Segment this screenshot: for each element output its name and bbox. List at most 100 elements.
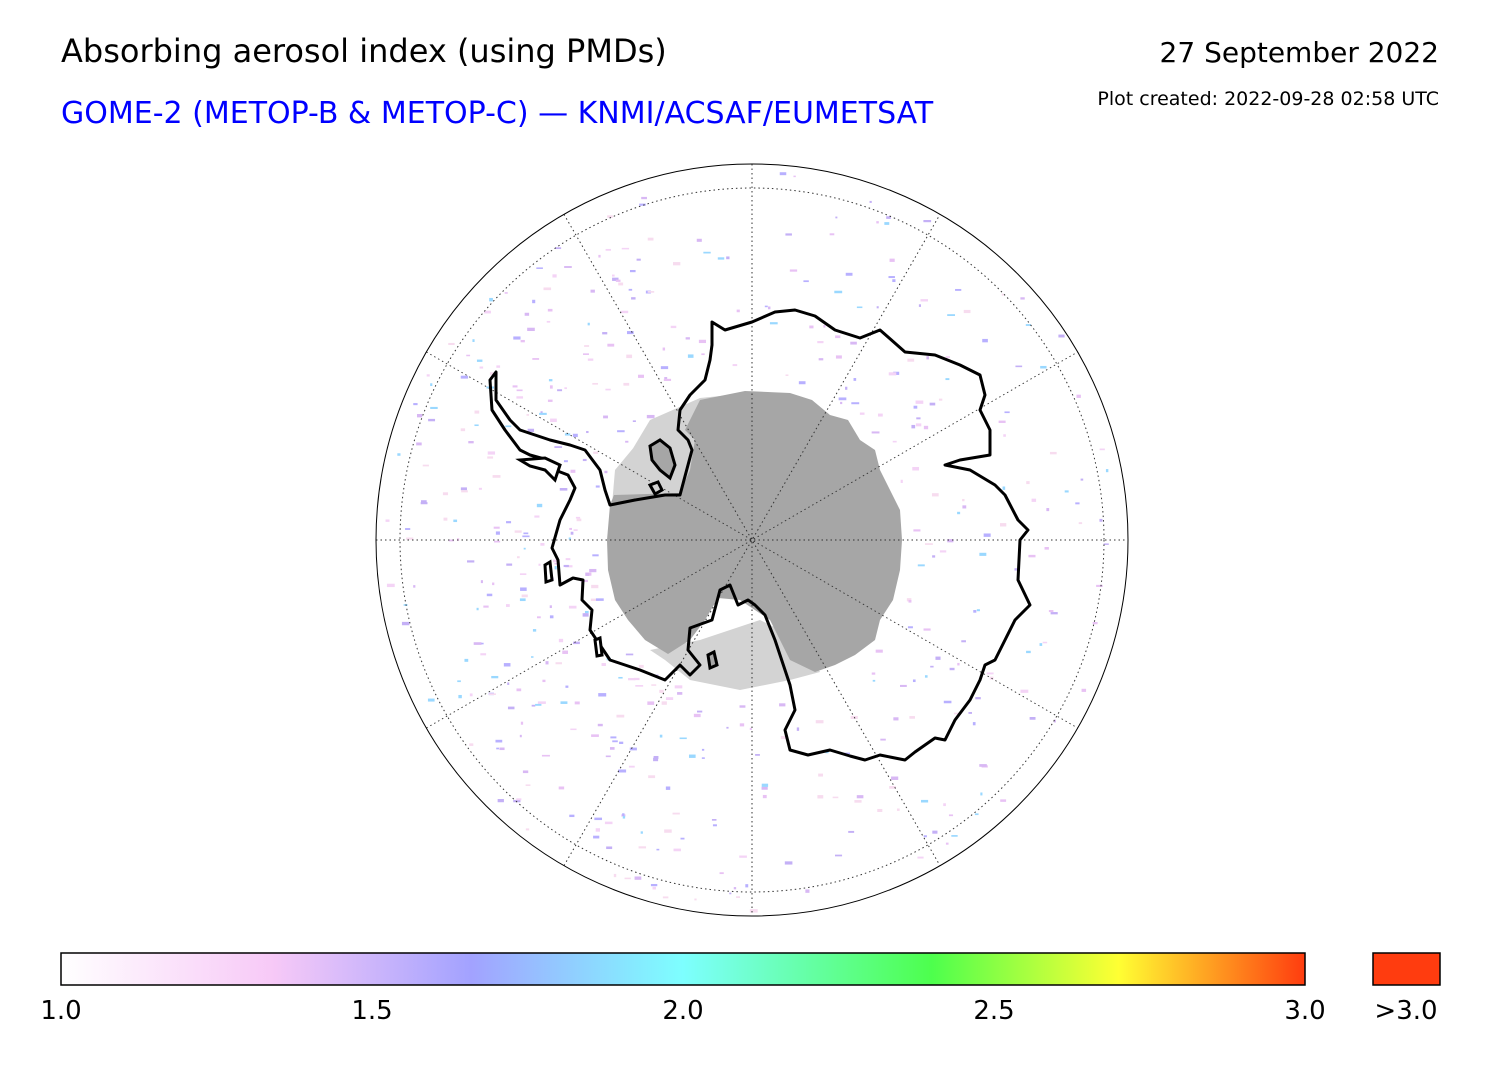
aerosol-pixel — [980, 792, 983, 796]
aerosol-pixel — [943, 700, 952, 704]
aerosol-pixel — [851, 402, 860, 405]
aerosol-pixel — [519, 734, 522, 738]
aerosol-pixel — [761, 786, 768, 790]
aerosol-pixel — [647, 701, 655, 705]
coastline-island-4 — [543, 559, 554, 585]
aerosol-pixel — [650, 883, 658, 887]
aerosol-pixel — [1026, 650, 1031, 654]
aerosol-pixel — [507, 682, 510, 685]
aerosol-pixel — [687, 354, 694, 358]
aerosol-pixel — [516, 389, 523, 392]
aerosol-pixel — [406, 537, 414, 540]
aerosol-pixel — [625, 653, 634, 656]
aerosol-pixel — [1044, 547, 1049, 550]
aerosol-pixel — [605, 388, 611, 391]
aerosol-pixel — [947, 314, 956, 316]
aerosol-pixel — [603, 415, 608, 419]
aerosol-pixel — [924, 543, 933, 545]
aerosol-pixel — [907, 358, 915, 362]
aerosol-pixel — [609, 747, 615, 750]
coastline-island-6 — [593, 635, 604, 658]
aerosol-pixel — [612, 740, 618, 743]
aerosol-pixel — [514, 530, 522, 533]
aerosol-pixel — [594, 817, 603, 821]
aerosol-pixel — [701, 757, 705, 759]
aerosol-pixel — [618, 676, 623, 679]
aerosol-pixel — [953, 712, 961, 715]
aerosol-pixel — [957, 662, 960, 666]
latitude-lines — [399, 187, 1105, 893]
aerosol-pixel — [701, 748, 705, 751]
aerosol-pixel — [547, 399, 553, 402]
aerosol-pixel — [575, 516, 581, 519]
aerosol-pixel — [413, 585, 416, 588]
no-data-region-dark — [607, 391, 902, 672]
aerosol-pixel — [552, 274, 557, 278]
aerosol-pixel — [674, 685, 683, 689]
aerosol-pixel — [983, 533, 991, 537]
aerosol-pixel — [516, 688, 522, 692]
aerosol-pixel — [911, 424, 916, 429]
aerosol-pixel — [1028, 554, 1036, 558]
aerosol-pixel — [912, 466, 920, 471]
aerosol-pixel — [646, 414, 655, 419]
aerosol-pixel — [979, 764, 987, 767]
aerosol-pixel — [506, 563, 513, 566]
aerosol-pixel — [476, 607, 479, 611]
aerosol-pixel — [1103, 543, 1109, 545]
antarctica-coastline — [488, 308, 1032, 762]
aerosol-pixel — [442, 492, 449, 496]
aerosol-pixel — [526, 414, 530, 416]
aerosol-pixel — [507, 706, 515, 710]
aerosol-pixel — [430, 406, 438, 409]
aerosol-pixel — [523, 547, 526, 550]
aerosol-pixel — [943, 803, 946, 807]
coastline-island-1 — [648, 438, 677, 481]
aerosol-pixel — [915, 400, 924, 404]
aerosol-pixel — [677, 692, 683, 695]
aerosol-pixel — [736, 309, 740, 313]
aerosol-pixel — [622, 815, 626, 819]
aerosol-pixel — [923, 628, 931, 631]
aerosol-pixel — [918, 304, 922, 307]
aerosol-pixel — [1078, 522, 1083, 525]
aerosol-pixel — [558, 638, 564, 643]
aerosol-pixel — [647, 291, 655, 293]
aerosol-pixel — [563, 460, 568, 463]
aerosol-pixel — [562, 650, 569, 654]
aerosol-pixel — [998, 420, 1006, 423]
aerosol-pixel — [652, 886, 656, 890]
aerosol-pixel — [601, 663, 606, 666]
aerosol-pixel — [909, 716, 915, 719]
aerosol-pixel — [568, 605, 577, 609]
aerosol-pixel — [487, 451, 496, 455]
colorbar-overflow-box — [1372, 952, 1441, 986]
aerosol-pixel — [557, 389, 563, 392]
aerosol-pixel — [1099, 518, 1103, 522]
aerosol-pixel — [464, 658, 469, 662]
aerosol-pixel — [672, 812, 680, 815]
aerosol-pixel — [641, 196, 647, 200]
aerosol-pixel — [573, 641, 580, 645]
aerosol-pixel — [1025, 324, 1031, 326]
aerosol-pixel — [520, 587, 527, 591]
aerosol-pixel — [932, 555, 936, 558]
aerosol-pixel — [664, 829, 672, 833]
aerosol-pixel — [549, 605, 552, 609]
aerosol-pixel — [593, 835, 600, 839]
aerosol-pixel — [659, 689, 664, 693]
aerosol-pixel — [612, 277, 619, 281]
aerosol-pixel — [497, 799, 504, 803]
aerosol-pixel — [736, 896, 741, 898]
aerosol-pixel — [480, 653, 487, 656]
aerosol-pixel — [1058, 334, 1065, 338]
aerosol-pixel — [565, 558, 571, 561]
aerosol-pixel — [912, 679, 916, 683]
aerosol-pixel — [979, 552, 987, 556]
aerosol-pixel — [917, 856, 924, 859]
aerosol-pixel — [569, 814, 575, 818]
aerosol-pixel — [945, 378, 950, 381]
aerosol-pixel — [900, 684, 907, 687]
aerosol-pixel — [1048, 610, 1054, 613]
